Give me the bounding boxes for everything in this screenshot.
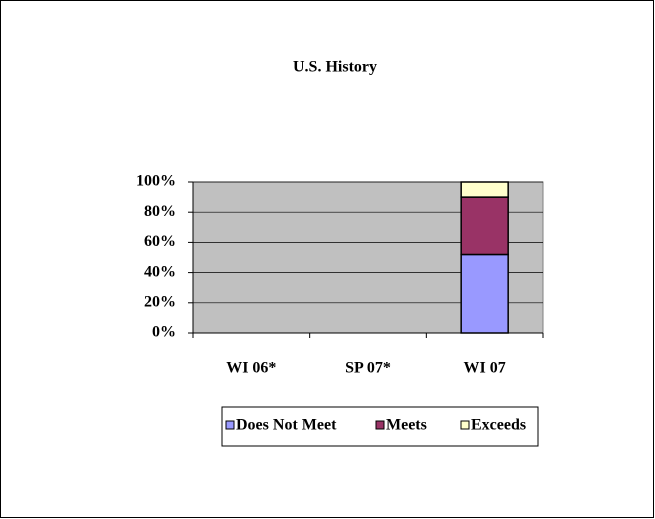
x-tick-label: WI 06* (226, 360, 276, 377)
bar-segment (460, 181, 509, 198)
x-tick-label: WI 07 (464, 360, 506, 377)
y-tick-label: 100% (136, 173, 176, 190)
legend-label: Exceeds (471, 417, 526, 434)
bar-segment (460, 196, 509, 256)
legend-label: Meets (386, 417, 427, 434)
y-tick-label: 0% (152, 324, 176, 341)
y-tick-label: 80% (144, 203, 176, 220)
legend-swatch (375, 420, 385, 430)
y-tick-label: 40% (144, 263, 176, 280)
y-tick-label: 20% (144, 293, 176, 310)
legend-label: Does Not Meet (236, 417, 337, 434)
legend-swatch (460, 420, 470, 430)
bar-segment (460, 253, 509, 334)
y-tick-label: 60% (144, 233, 176, 250)
x-tick-label: SP 07* (345, 360, 391, 377)
legend-swatch (225, 420, 235, 430)
chart-title: U.S. History (293, 59, 377, 76)
